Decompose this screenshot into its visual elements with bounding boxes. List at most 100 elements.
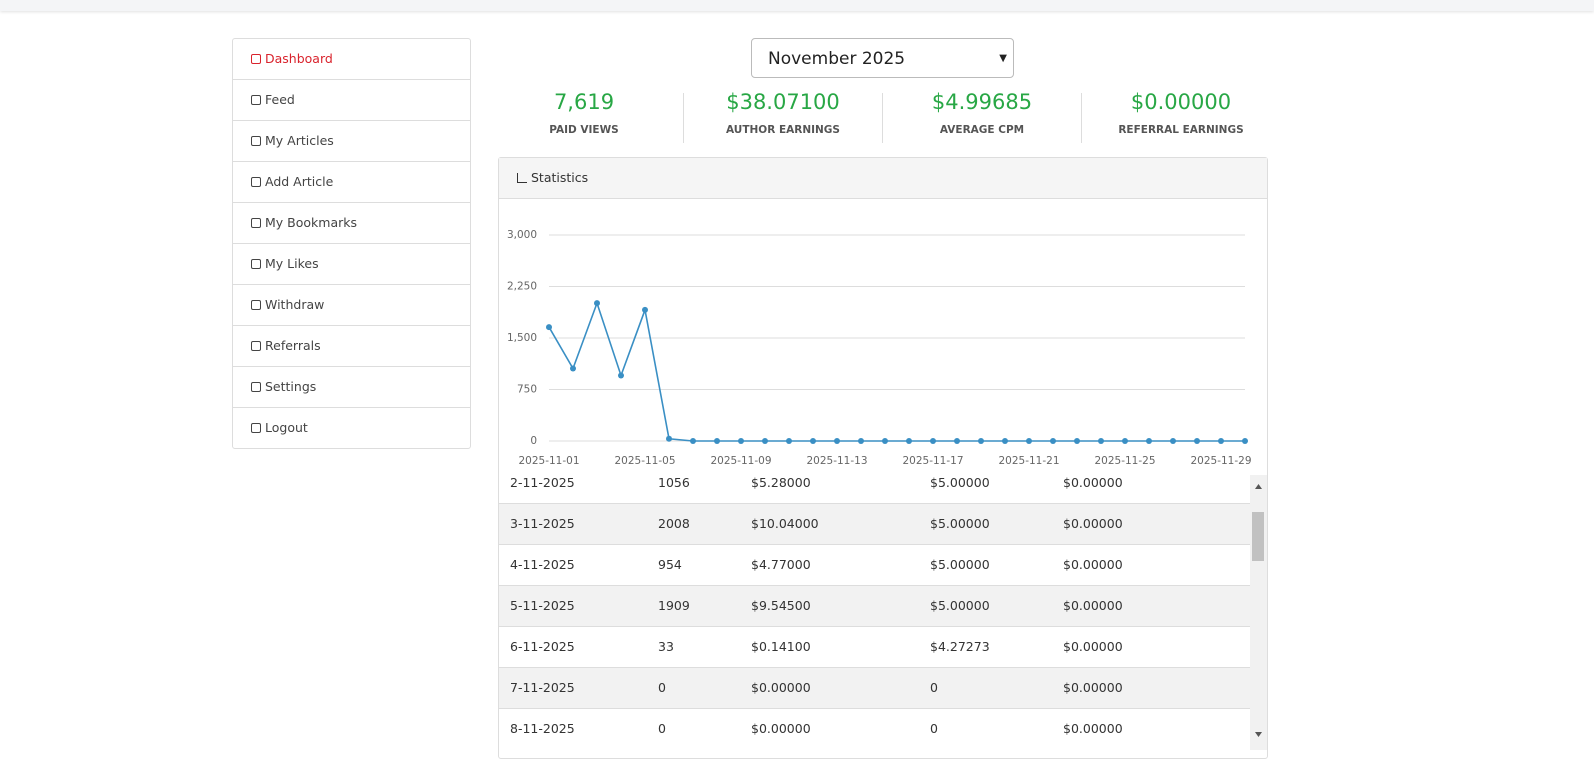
scrollbar[interactable] [1250, 475, 1267, 750]
menu-icon [251, 54, 261, 64]
table-cell: 4-11-2025 [510, 545, 575, 585]
table-row: 5-11-20251909$9.54500$5.00000$0.00000 [499, 585, 1250, 626]
separator [683, 93, 684, 143]
point [978, 438, 984, 444]
x-tick-label: 2025-11-25 [1094, 455, 1155, 467]
table-cell: 0 [658, 668, 666, 708]
point [1002, 438, 1008, 444]
menu-icon [251, 136, 261, 146]
point [1026, 438, 1032, 444]
table-cell: 1909 [658, 586, 690, 626]
stat: $4.99685AVERAGE CPM [886, 90, 1078, 136]
table-cell: $5.00000 [930, 545, 990, 585]
point [954, 438, 960, 444]
point [1242, 438, 1248, 444]
sidebar-item[interactable]: My Bookmarks [233, 203, 470, 244]
stat-value: $0.00000 [1085, 90, 1277, 114]
stats-table: 2-11-20251056$5.28000$5.00000$0.000003-1… [499, 475, 1250, 750]
point [834, 438, 840, 444]
menu-label: Add Article [265, 174, 333, 189]
stat-value: $4.99685 [886, 90, 1078, 114]
stat-label: PAID VIEWS [488, 124, 680, 136]
table-cell: $0.00000 [751, 668, 811, 708]
point [762, 438, 768, 444]
table-cell: $10.04000 [751, 504, 819, 544]
point [714, 438, 720, 444]
point [570, 365, 576, 371]
point [930, 438, 936, 444]
point [738, 438, 744, 444]
point [1146, 438, 1152, 444]
y-tick-label: 2,250 [507, 281, 537, 293]
point [882, 438, 888, 444]
stat: $38.07100AUTHOR EARNINGS [687, 90, 879, 136]
x-tick-label: 2025-11-05 [614, 455, 675, 467]
menu-label: Dashboard [265, 51, 333, 66]
table-cell: 7-11-2025 [510, 668, 575, 708]
menu-label: Withdraw [265, 297, 324, 312]
x-tick-label: 2025-11-21 [998, 455, 1059, 467]
table-row: 7-11-20250$0.000000$0.00000 [499, 667, 1250, 708]
menu-icon [251, 382, 261, 392]
month-select[interactable]: November 2025▼ [751, 38, 1014, 78]
table-row: 3-11-20252008$10.04000$5.00000$0.00000 [499, 503, 1250, 544]
table-cell: 8-11-2025 [510, 709, 575, 749]
table-cell: 5-11-2025 [510, 586, 575, 626]
sidebar-item[interactable]: Settings [233, 367, 470, 408]
point [1050, 438, 1056, 444]
y-tick-label: 1,500 [507, 332, 537, 344]
menu-label: Settings [265, 379, 316, 394]
point [1194, 438, 1200, 444]
sidebar-item[interactable]: Logout [233, 408, 470, 448]
point [1218, 438, 1224, 444]
table-cell: 3-11-2025 [510, 504, 575, 544]
panel-header: Statistics [499, 158, 1267, 199]
point [1122, 438, 1128, 444]
stat-value: 7,619 [488, 90, 680, 114]
table-cell: 33 [658, 627, 674, 667]
table-cell: $0.00000 [1063, 504, 1123, 544]
table-cell: 2008 [658, 504, 690, 544]
point [546, 324, 552, 330]
sidebar-item[interactable]: My Likes [233, 244, 470, 285]
table-cell: $0.00000 [1063, 668, 1123, 708]
table-cell: $0.00000 [1063, 709, 1123, 749]
table-cell: 0 [658, 709, 666, 749]
separator [882, 93, 883, 143]
table-cell: $0.00000 [1063, 545, 1123, 585]
table-cell: 2-11-2025 [510, 475, 575, 503]
point [786, 438, 792, 444]
menu-icon [251, 177, 261, 187]
month-selected: November 2025 [768, 49, 905, 69]
top-bar [0, 0, 1594, 11]
sidebar-item[interactable]: My Articles [233, 121, 470, 162]
table-cell: $9.54500 [751, 586, 811, 626]
panel-title: Statistics [531, 170, 588, 185]
scroll-thumb[interactable] [1252, 512, 1264, 561]
line [549, 303, 1245, 441]
table-cell: 954 [658, 545, 682, 585]
table-cell: $0.00000 [1063, 586, 1123, 626]
table-cell: 1056 [658, 475, 690, 503]
x-tick-label: 2025-11-01 [518, 455, 579, 467]
menu-label: Referrals [265, 338, 321, 353]
menu-icon [251, 341, 261, 351]
menu-label: Feed [265, 92, 295, 107]
sidebar-item[interactable]: Add Article [233, 162, 470, 203]
chart-icon [517, 173, 527, 183]
table-cell: $0.14100 [751, 627, 811, 667]
point [1074, 438, 1080, 444]
point [618, 372, 624, 378]
table-cell: $0.00000 [751, 709, 811, 749]
sidebar-item[interactable]: Withdraw [233, 285, 470, 326]
point [1170, 438, 1176, 444]
y-tick-label: 750 [517, 384, 537, 396]
sidebar-item[interactable]: Referrals [233, 326, 470, 367]
y-tick-label: 3,000 [507, 229, 537, 241]
point [906, 438, 912, 444]
stat: $0.00000REFERRAL EARNINGS [1085, 90, 1277, 136]
sidebar-item[interactable]: Feed [233, 80, 470, 121]
sidebar-item[interactable]: Dashboard [233, 39, 470, 80]
stat-value: $38.07100 [687, 90, 879, 114]
